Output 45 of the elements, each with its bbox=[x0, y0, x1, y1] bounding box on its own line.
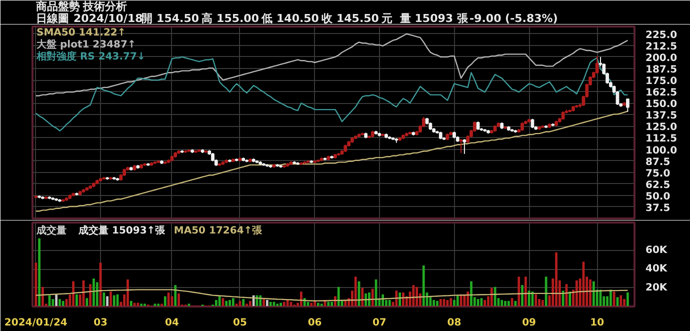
text: 收 145.50 bbox=[322, 12, 380, 25]
series-label: 相對強度 RS 243.77↓ bbox=[36, 50, 146, 62]
x-tick-label: 08 bbox=[447, 318, 462, 328]
x-tick-label: 04 bbox=[164, 318, 179, 328]
y-tick-label: 50.0 bbox=[646, 191, 670, 202]
x-tick-label: 06 bbox=[308, 318, 322, 328]
text: 商品盤勢 bbox=[34, 0, 80, 13]
x-tick-label: 05 bbox=[233, 318, 247, 328]
text: MA50 17264↑張 bbox=[174, 224, 264, 236]
y-tick-label: 200.0 bbox=[646, 52, 678, 64]
chart-title: 成交量 bbox=[36, 224, 66, 236]
text: 高 155.00 bbox=[202, 12, 260, 25]
y-tick-label: 125.0 bbox=[646, 122, 678, 134]
x-tick-label: 07 bbox=[372, 318, 386, 328]
text: 日線圖 bbox=[36, 12, 69, 25]
y-tick-label: 75.0 bbox=[646, 168, 670, 180]
x-tick-label: 10 bbox=[590, 318, 604, 328]
text: SMA50 141.22↑ bbox=[36, 28, 126, 38]
x-tick-label: 03 bbox=[94, 318, 108, 328]
y-tick-label: 175.0 bbox=[646, 76, 678, 88]
text: 量 15093 張 bbox=[398, 12, 469, 25]
y-tick-label: 100.0 bbox=[646, 145, 678, 156]
text: 低 140.50 bbox=[260, 12, 320, 25]
y-tick-label: 150.0 bbox=[646, 99, 678, 110]
y-tick-label: 60K bbox=[646, 245, 668, 256]
y-tick-label: 40K bbox=[646, 264, 668, 275]
y-tick-label: 37.5 bbox=[646, 202, 670, 214]
text: 大盤 plot1 23487↑ bbox=[36, 38, 136, 50]
text: 成交量 15093↑張 bbox=[78, 224, 166, 236]
text: 開 154.50 bbox=[142, 12, 200, 25]
text: 技術分析 bbox=[82, 0, 128, 13]
y-tick-label: 225.0 bbox=[646, 30, 678, 41]
y-tick-label: 212.5 bbox=[646, 41, 678, 52]
text: 2024/10/18 bbox=[74, 12, 143, 25]
x-tick-label: 2024/01/24 bbox=[4, 318, 68, 328]
y-tick-label: 87.5 bbox=[646, 156, 670, 168]
text: 元 bbox=[380, 12, 393, 25]
y-tick-label: 20K bbox=[646, 282, 668, 294]
y-tick-label: 112.5 bbox=[646, 134, 678, 145]
text: -9.00 (-5.83%) bbox=[470, 12, 558, 25]
y-tick-label: 162.5 bbox=[646, 88, 678, 99]
y-tick-label: 137.5 bbox=[646, 110, 678, 122]
x-tick-label: 09 bbox=[522, 318, 536, 328]
y-tick-label: 62.5 bbox=[646, 180, 670, 191]
y-tick-label: 187.5 bbox=[646, 64, 678, 76]
